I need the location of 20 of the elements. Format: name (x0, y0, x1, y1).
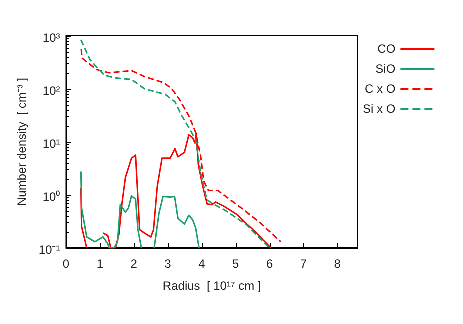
y-tick-label: 10¹ (42, 137, 60, 151)
legend-label: SiO (376, 62, 396, 76)
x-tick-label: 7 (300, 257, 308, 271)
x-tick-label: 5 (232, 257, 240, 271)
y-axis-title: Number density [ cm⁻³ ] (15, 78, 29, 206)
legend-label: C x O (365, 82, 396, 96)
x-tick-label: 1 (96, 257, 104, 271)
x-tick-label: 3 (164, 257, 172, 271)
x-tick-label: 2 (130, 257, 138, 271)
y-tick-label: 10² (42, 84, 60, 98)
x-tick-label: 8 (334, 257, 342, 271)
y-tick-label: 10⁰ (42, 190, 60, 204)
legend-label: Si x O (363, 102, 396, 116)
legend-label: CO (378, 42, 396, 56)
x-tick-label: 6 (266, 257, 274, 271)
x-tick-label: 4 (198, 257, 206, 271)
y-tick-label: 10⁻¹ (38, 243, 60, 257)
x-axis-title: Radius [ 10¹⁷ cm ] (162, 279, 262, 293)
x-tick-label: 0 (62, 257, 70, 271)
y-tick-label: 10³ (42, 31, 60, 45)
